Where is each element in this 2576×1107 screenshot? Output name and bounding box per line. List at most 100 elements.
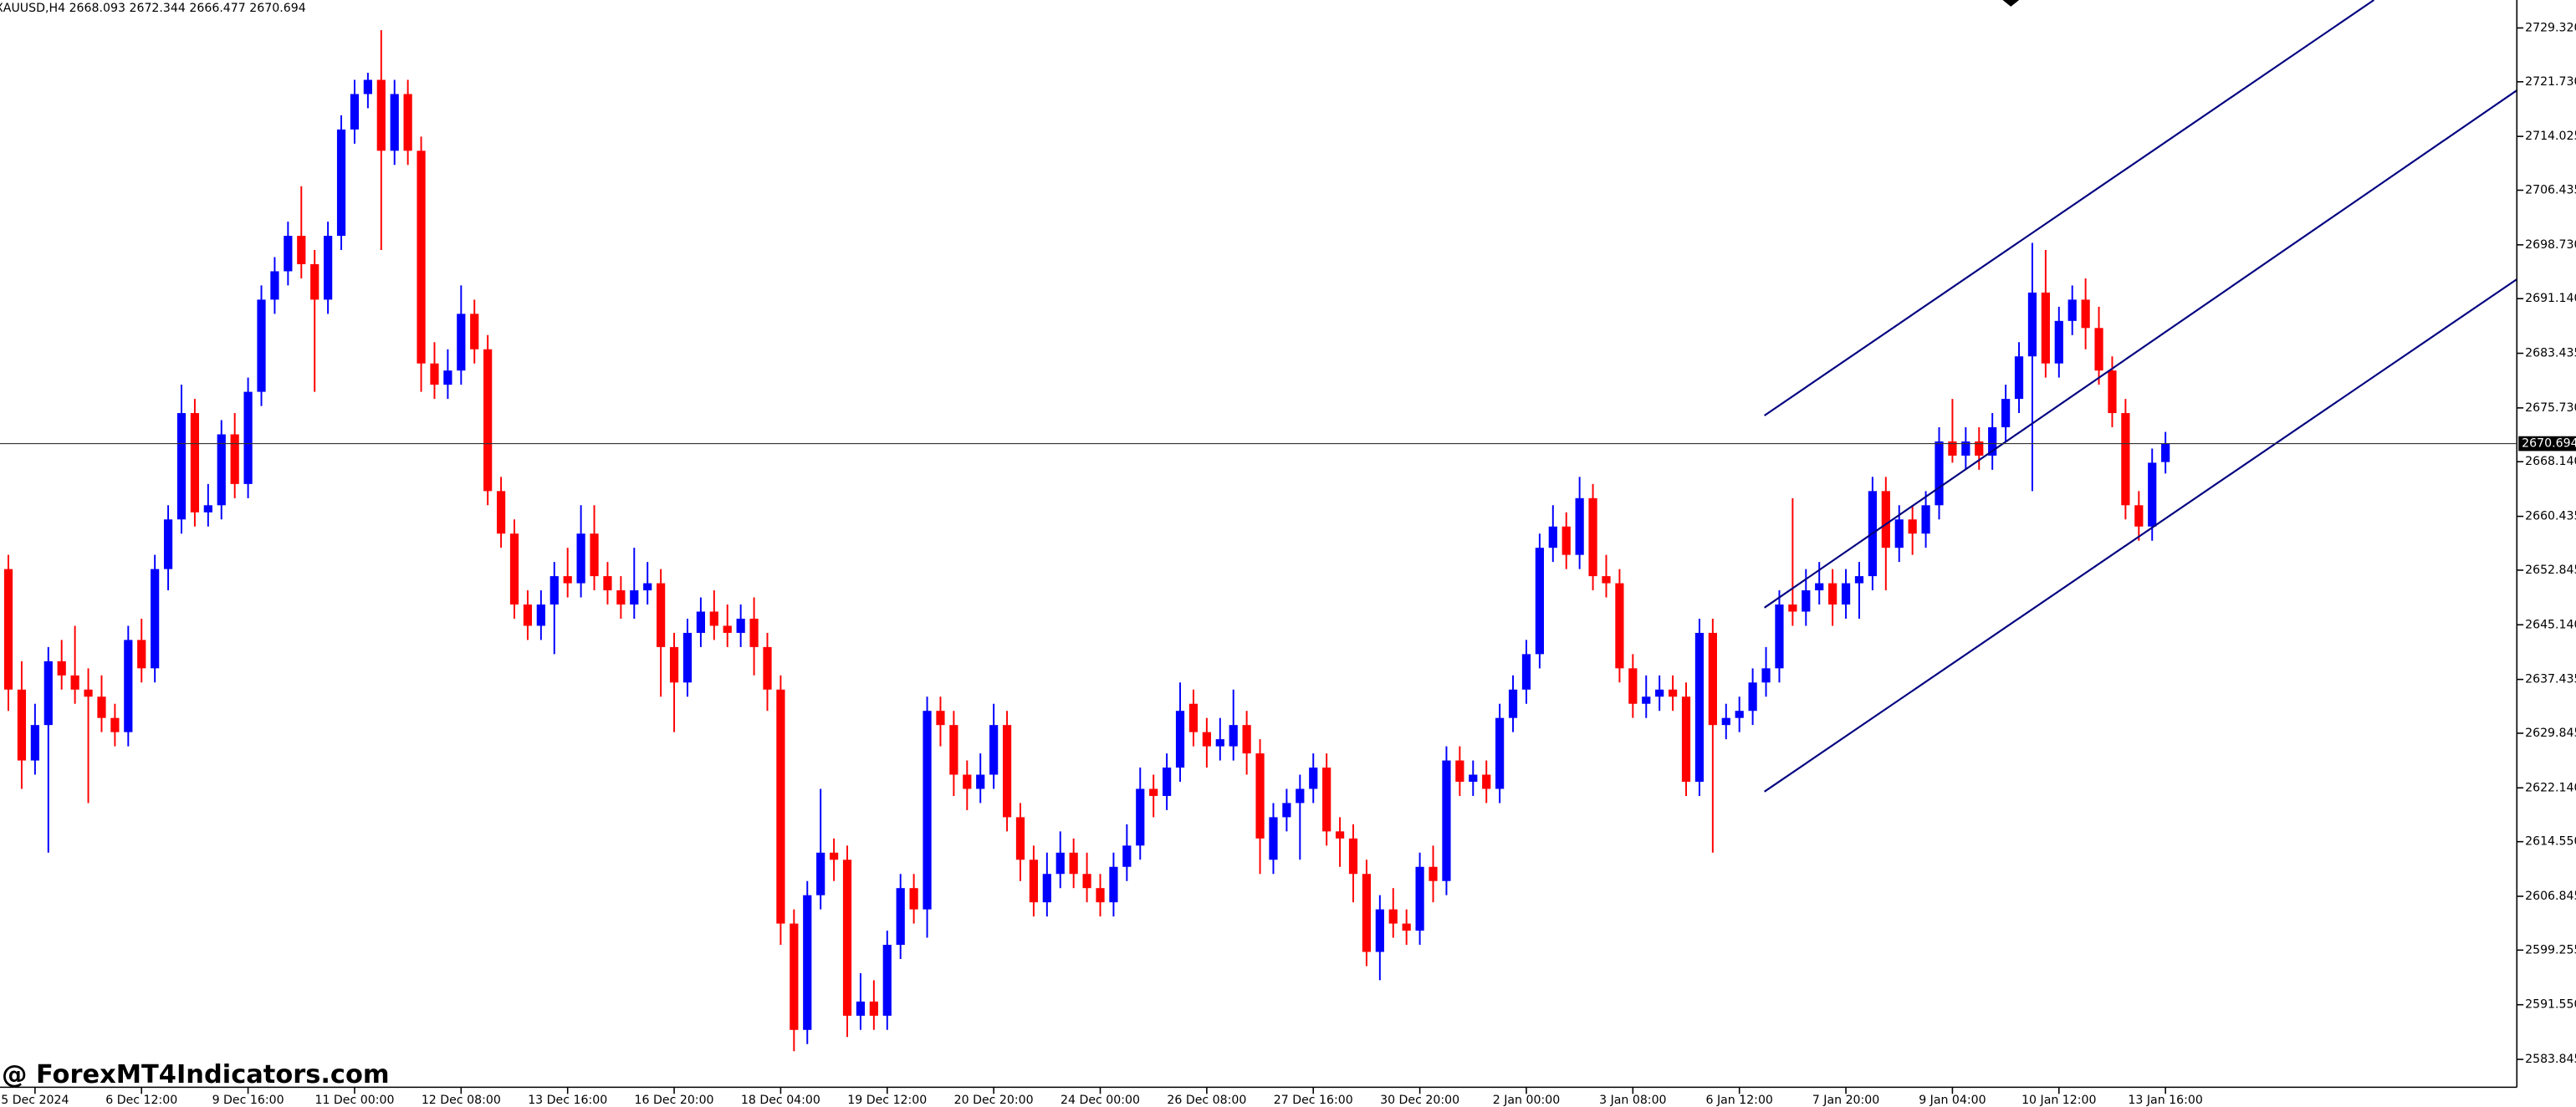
x-tick-label: 7 Jan 20:00 [1812,1094,1879,1107]
candle-body [110,717,120,732]
candle-body [936,711,945,726]
candle-body [923,711,932,910]
candle-body [2121,413,2130,506]
candle-body [709,611,718,626]
candle-body [336,129,346,237]
y-tick-label: 2599.255 [2525,943,2576,957]
candle-body [284,236,293,272]
candle-body [2161,443,2170,462]
candle-body [1908,519,1917,534]
candle-body [669,646,679,683]
candle-body [470,314,479,349]
x-tick-label: 13 Dec 16:00 [528,1094,607,1107]
y-tick-label: 2683.435 [2525,347,2576,360]
candle-body [1894,519,1904,548]
y-tick-label: 2652.845 [2525,564,2576,577]
candle-body [1588,497,1597,577]
channel-upper [1764,0,2375,416]
y-tick-label: 2675.730 [2525,401,2576,415]
y-tick-label: 2714.025 [2525,130,2576,143]
candle-body [3,569,13,690]
candle-body [430,363,439,385]
candle-body [1828,583,1837,605]
candle-body [1602,576,1611,584]
candle-body [57,661,66,676]
candle-body [1988,427,1997,456]
candle-body [457,314,466,371]
candle-body [576,533,585,584]
candle-body [1042,874,1051,903]
candle-body [2041,292,2050,364]
candle-body [203,505,212,513]
y-tick-label: 2691.140 [2525,292,2576,305]
candle-body [1815,583,1824,591]
candle-body [1322,768,1331,832]
candle-body [842,860,852,1016]
header-open: 2668.093 [69,2,125,15]
candle-body [1242,725,1251,754]
candle-body [616,590,626,605]
candle-body [30,725,39,761]
chart-header: XAUUSD,H4 2668.093 2672.344 2666.477 267… [0,2,306,15]
candle-body [1668,689,1678,697]
candle-body [1961,441,1970,456]
candle-body [1375,909,1384,952]
x-tick-label: 16 Dec 20:00 [635,1094,714,1107]
candle-body [1269,817,1278,860]
candle-body [1455,760,1464,783]
x-tick-label: 30 Dec 20:00 [1380,1094,1459,1107]
candle-body [1015,817,1025,860]
candle-body [1561,526,1571,555]
x-tick-label: 13 Jan 16:00 [2128,1094,2202,1107]
candle-body [790,923,799,1030]
candle-body [1029,860,1039,903]
header-close: 2670.694 [249,2,305,15]
candle-body [1282,803,1291,818]
candle-body [976,774,985,789]
candle-body [403,94,412,151]
candle-body [803,895,812,1030]
candle-body [417,150,426,364]
candle-body [1402,923,1411,931]
candle-body [324,236,333,300]
candle-body [1055,852,1065,875]
candle-body [2014,356,2024,400]
candle-body [137,640,146,669]
current-price-label: 2670.694 [2522,437,2576,451]
x-tick-label: 27 Dec 16:00 [1274,1094,1353,1107]
candle-body [1136,788,1145,846]
candle-body [1935,441,1944,506]
x-tick-label: 9 Dec 16:00 [212,1094,284,1107]
candle-body [1748,682,1757,712]
candle-body [1615,583,1624,669]
candle-body [1881,491,1890,548]
candle-body [1655,689,1664,697]
candle-body [1775,605,1784,669]
y-tick-label: 2637.435 [2525,673,2576,686]
candle-body [376,79,386,151]
candle-body [1175,711,1185,768]
candle-body [2067,299,2077,321]
candle-body [1482,774,1491,789]
x-tick-label: 20 Dec 20:00 [954,1094,1034,1107]
y-tick-label: 2660.435 [2525,510,2576,523]
x-tick-label: 10 Jan 12:00 [2021,1094,2096,1107]
candle-body [2148,462,2157,527]
candle-body [190,413,200,513]
candle-body [896,888,905,946]
y-tick-label: 2706.435 [2525,184,2576,197]
candle-body [97,696,106,718]
candle-body [1096,888,1105,903]
candle-body [603,576,612,591]
candle-body [257,299,266,392]
candle-body [869,1001,878,1016]
candle-body [1163,768,1172,796]
candle-body [682,632,693,683]
x-tick-label: 26 Dec 08:00 [1167,1094,1246,1107]
candle-body [2081,299,2090,329]
candle-body [549,576,559,605]
symbol: XAUUSD,H4 [0,2,65,15]
candle-body [1535,548,1544,655]
candle-body [1681,696,1691,783]
candle-body [2134,505,2144,527]
